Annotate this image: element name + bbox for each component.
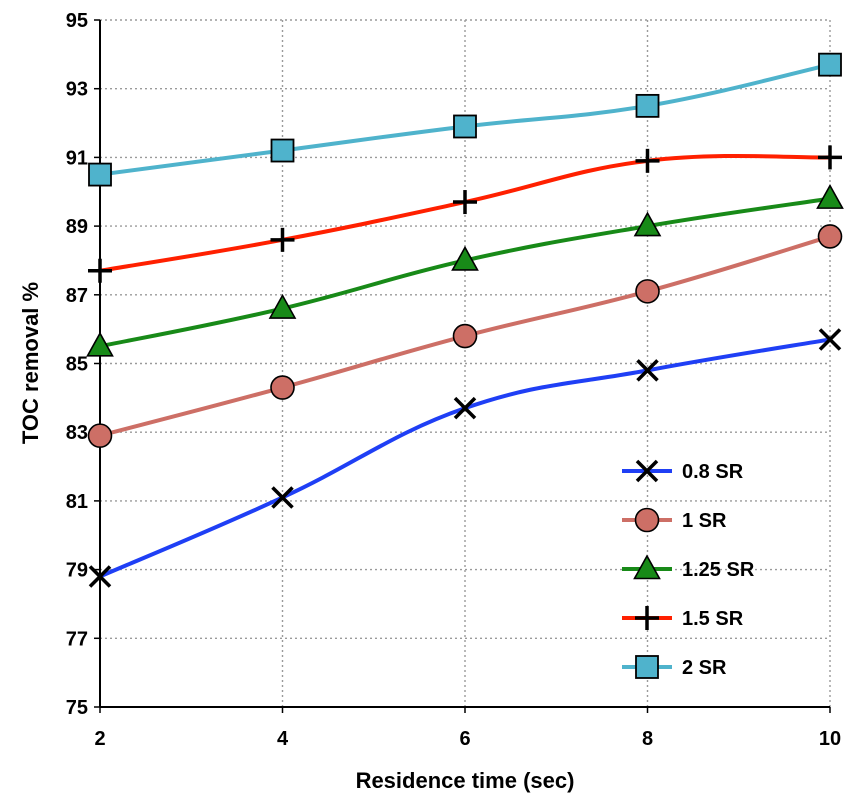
x-tick-label: 8 (642, 728, 653, 750)
legend-marker-0-8-sr (635, 459, 659, 483)
data-point-2-sr (818, 52, 842, 77)
series-2-sr (88, 52, 842, 187)
data-point-0-8-sr (88, 565, 112, 588)
data-point-2-sr (88, 162, 112, 187)
x-tick-label: 2 (94, 728, 105, 750)
legend-item-1-5-sr: 1.5 SR (622, 606, 744, 630)
y-tick-label: 83 (66, 422, 88, 444)
data-point-0-8-sr (453, 396, 477, 420)
x-axis-title: Residence time (sec) (356, 768, 575, 793)
data-point-0-8-sr-stroke (453, 396, 477, 420)
data-point-1-5-sr (88, 258, 112, 283)
data-point-0-8-sr (271, 486, 294, 509)
y-tick-label: 77 (66, 628, 88, 650)
y-tick-label: 81 (66, 491, 88, 513)
legend-label-2-sr: 2 SR (682, 657, 727, 679)
legend-item-0-8-sr: 0.8 SR (622, 459, 744, 483)
series-1-5-sr (88, 145, 842, 283)
data-point-1-5-sr (635, 148, 660, 173)
data-point-1-sr (635, 279, 660, 304)
series-0-8-sr (88, 328, 842, 588)
data-point-1-5-sr (453, 190, 477, 215)
data-point-1-sr (817, 224, 843, 249)
data-point-0-8-sr-stroke (271, 486, 294, 509)
data-point-1-sr (87, 423, 113, 448)
data-point-1-25-sr (633, 211, 662, 237)
y-tick-label: 93 (66, 79, 88, 101)
data-point-1-25-sr (86, 331, 114, 357)
axis-layer: 75 77 79 81 83 85 87 89 91 93 95 2 4 6 8 10 (66, 10, 841, 750)
legend-label-1-25-sr: 1.25 SR (682, 559, 755, 581)
y-tick-label: 95 (66, 10, 88, 32)
series-1-sr (87, 224, 843, 448)
data-point-1-25-sr (268, 293, 297, 319)
y-tick-label: 79 (66, 560, 88, 582)
y-tick-label: 87 (66, 285, 88, 307)
legend-marker-1-5-sr (635, 606, 659, 630)
legend-label-1-sr: 1 SR (682, 510, 727, 532)
data-point-1-5-sr (818, 145, 842, 170)
legend-item-1-sr: 1 SR (622, 507, 727, 533)
legend-marker-0-8-sr-stroke (635, 459, 659, 483)
data-point-0-8-sr-stroke (636, 359, 659, 382)
data-point-0-8-sr-stroke (818, 328, 842, 351)
series-layer (86, 52, 844, 588)
legend-marker-1-25-sr (633, 554, 661, 580)
data-point-1-25-sr (816, 183, 844, 209)
legend-item-2-sr: 2 SR (622, 655, 727, 679)
y-axis-title: TOC removal % (18, 282, 43, 444)
data-point-2-sr (270, 138, 295, 163)
y-tick-label: 89 (66, 216, 88, 238)
y-tick-label: 85 (66, 354, 88, 376)
x-tick-label: 6 (459, 728, 470, 750)
y-tick-label: 75 (66, 697, 88, 719)
data-point-0-8-sr-stroke (88, 565, 112, 588)
data-point-1-5-sr (270, 227, 295, 252)
data-point-2-sr (453, 114, 477, 139)
legend: 0.8 SR 1 SR 1.25 SR 1.5 SR 2 SR (622, 459, 755, 679)
legend-label-1-5-sr: 1.5 SR (682, 608, 744, 630)
data-point-1-25-sr (451, 245, 479, 271)
legend-label-0-8-sr: 0.8 SR (682, 461, 744, 483)
legend-marker-2-sr (635, 655, 659, 679)
x-tick-label: 10 (819, 728, 841, 750)
data-point-2-sr (635, 93, 660, 118)
series-1-25-sr (86, 183, 844, 357)
data-point-1-sr (452, 323, 478, 349)
y-tick-label: 91 (66, 147, 88, 169)
grid-layer (100, 19, 831, 707)
x-tick-label: 4 (277, 728, 289, 750)
legend-marker-1-sr (634, 507, 660, 533)
data-point-0-8-sr (818, 328, 842, 351)
data-point-0-8-sr (636, 359, 659, 382)
data-point-1-sr (270, 375, 295, 400)
legend-item-1-25-sr: 1.25 SR (622, 554, 755, 581)
